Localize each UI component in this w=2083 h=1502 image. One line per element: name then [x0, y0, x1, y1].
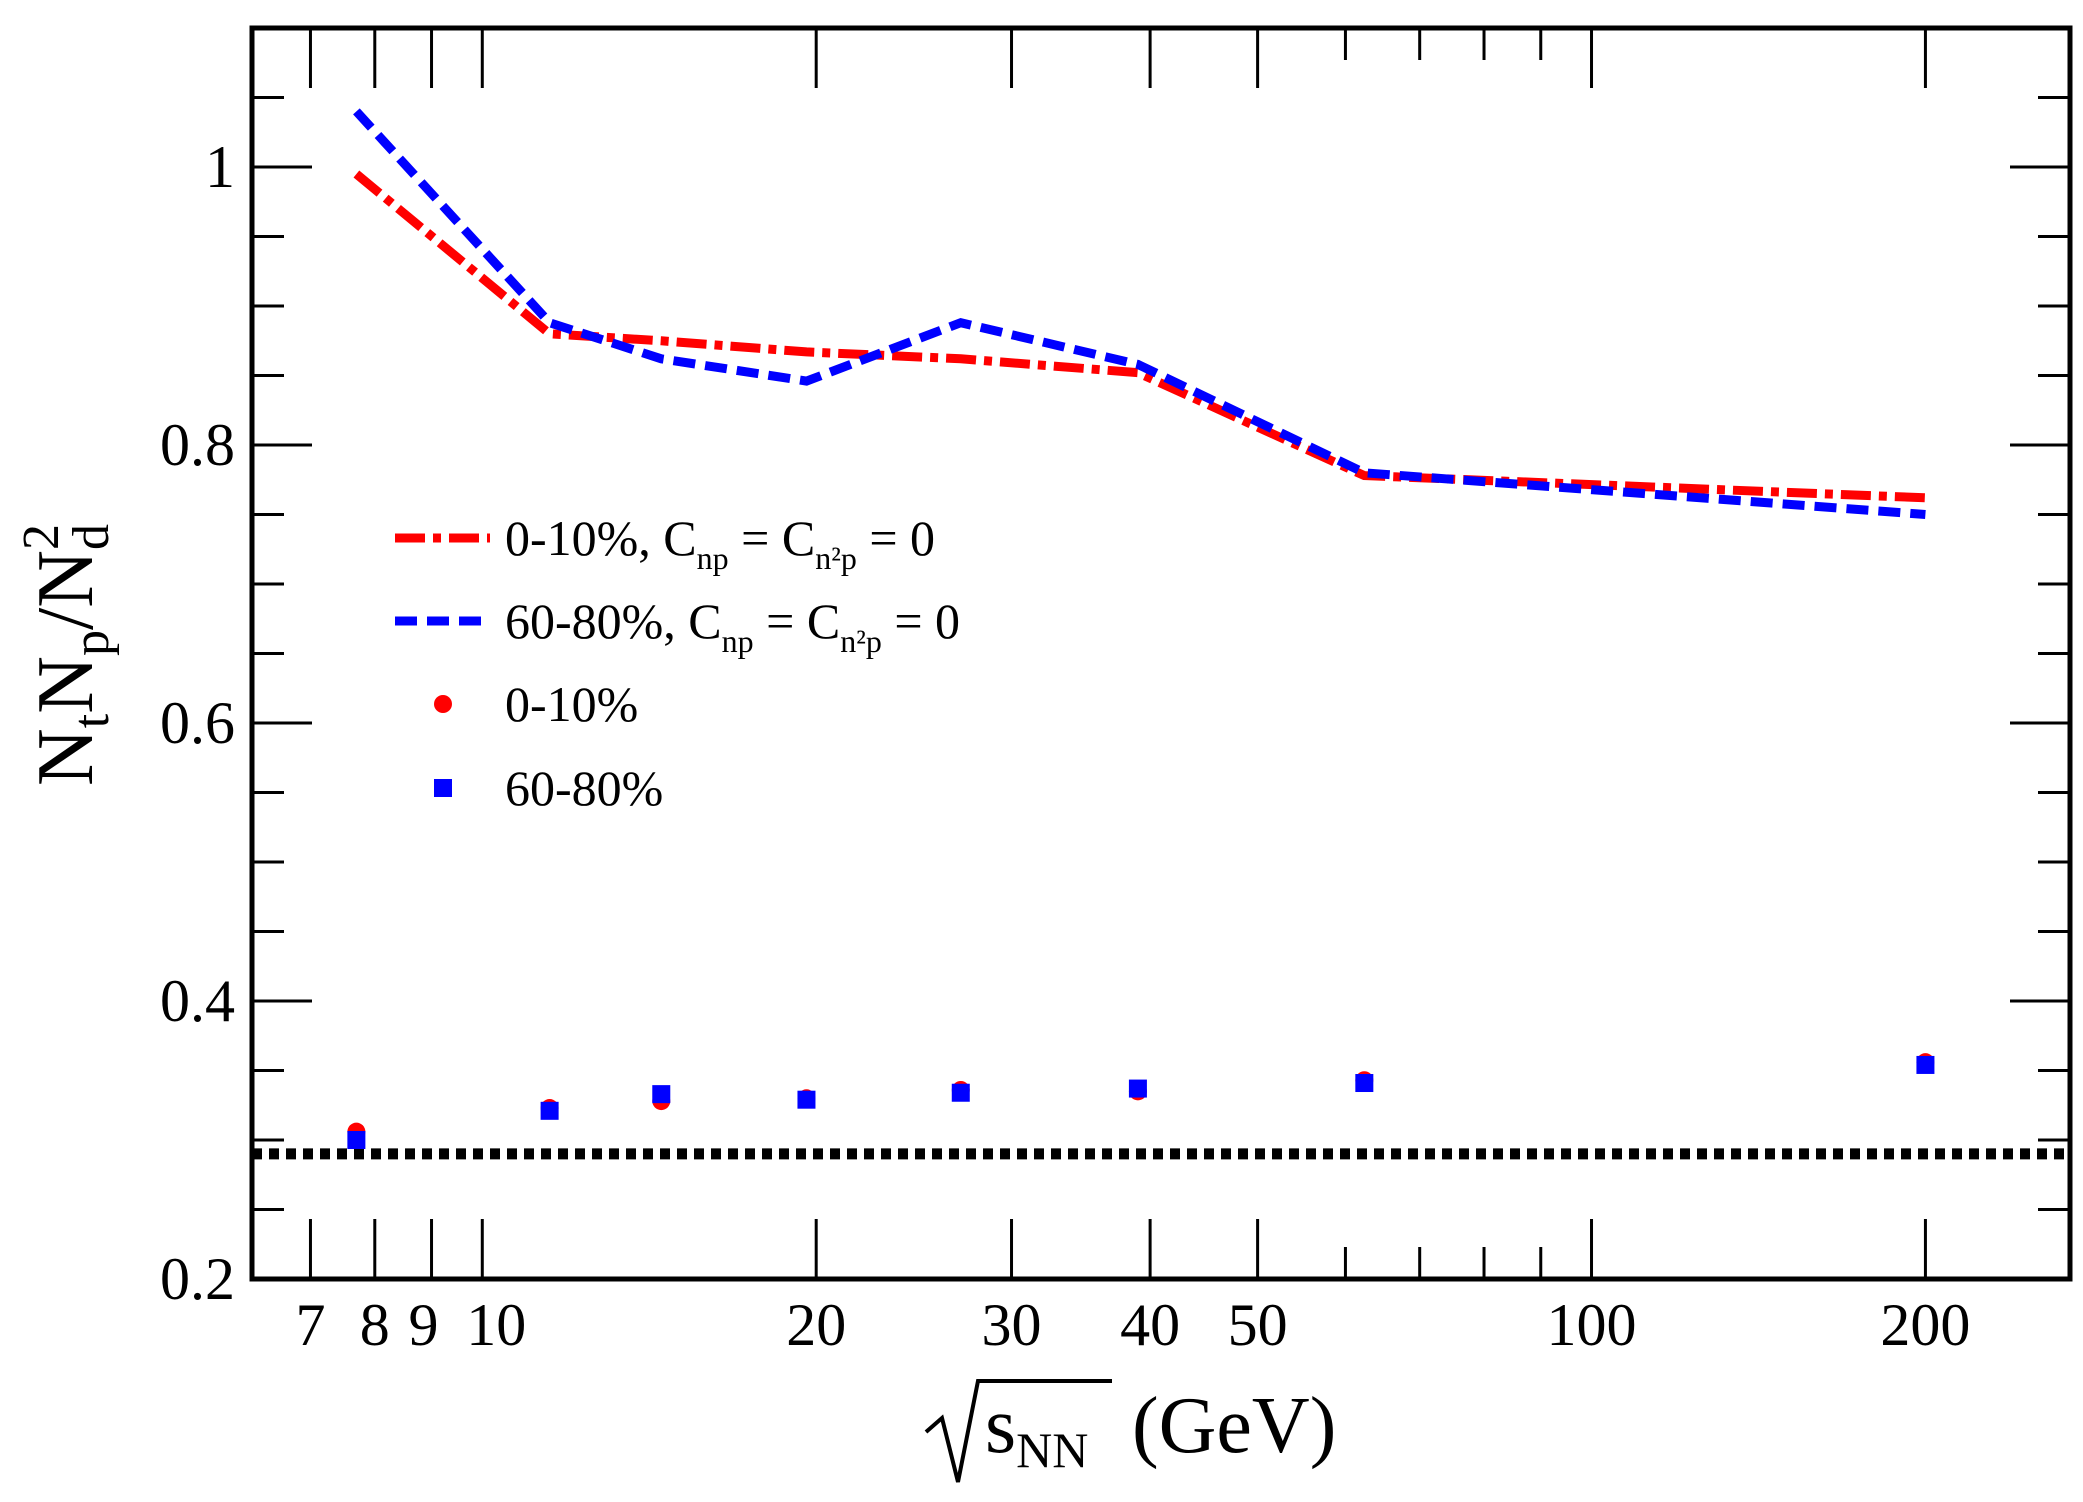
x-tick-label: 50	[1228, 1292, 1288, 1358]
series-group	[353, 108, 1926, 519]
axis-ticks	[252, 26, 2070, 1281]
legend-label-0-a: 0-10%, C	[505, 510, 697, 566]
marker-square	[1128, 1079, 1147, 1098]
y-tick-label: 0.4	[160, 968, 235, 1034]
y-tick-label: 1	[205, 134, 235, 200]
legend-label-0-b-sub: n²p	[815, 540, 857, 576]
marker-square	[652, 1085, 671, 1104]
y-label-n2: N	[22, 656, 110, 714]
legend-label-1-c: = 0	[882, 593, 960, 649]
x-tick-label: 9	[409, 1292, 439, 1358]
x-tick-label: 40	[1120, 1292, 1180, 1358]
legend-swatch-0-10-marker	[434, 695, 452, 713]
y-tick-label: 0.2	[160, 1246, 235, 1312]
legend: 0-10%, Cnp = Cn²p = 0 60-80%, Cnp = Cn²p…	[395, 510, 960, 816]
svg-text:0-10%, Cnp = Cn²p = 0: 0-10%, Cnp = Cn²p = 0	[505, 510, 935, 576]
y-label-slash: /	[22, 607, 110, 630]
y-label-s3: d	[63, 524, 120, 550]
svg-text:60-80%, Cnp = Cn²p = 0: 60-80%, Cnp = Cn²p = 0	[505, 593, 960, 659]
x-tick-label: 200	[1880, 1292, 1970, 1358]
x-tick-label: 7	[295, 1292, 325, 1358]
svg-text:sNN: sNN	[985, 1382, 1088, 1478]
y-tick-label: 0.8	[160, 412, 235, 478]
marker-square	[951, 1083, 970, 1102]
x-tick-label: 30	[982, 1292, 1042, 1358]
legend-label-1-b: = C	[754, 593, 841, 649]
sqrt-symbol	[924, 1379, 1112, 1483]
x-tick-label: 8	[360, 1292, 390, 1358]
legend-label-0-b: = C	[729, 510, 816, 566]
x-axis-label-sub: NN	[1016, 1422, 1088, 1478]
marker-square	[797, 1090, 816, 1109]
x-axis-label-base: s	[985, 1382, 1016, 1470]
legend-label-2: 0-10%	[505, 676, 638, 732]
x-tick-label: 10	[466, 1292, 526, 1358]
marker-square	[1355, 1074, 1374, 1093]
y-label-s2: p	[63, 630, 120, 656]
x-axis-title: sNN (GeV)	[924, 1379, 1336, 1483]
marker-square	[1916, 1055, 1935, 1074]
x-tick-label: 20	[786, 1292, 846, 1358]
x-axis-label-unit: (GeV)	[1132, 1382, 1336, 1470]
marker-square	[540, 1101, 559, 1120]
x-tick-labels: 7 8 9 10 20 30 40 50 100 200	[295, 1292, 1970, 1358]
markers-group	[347, 1053, 1935, 1149]
y-axis-title: NtNp/N2d	[13, 524, 120, 786]
legend-label-1-a: 60-80%, C	[505, 593, 722, 649]
y-tick-labels: 0.2 0.4 0.6 0.8 1	[160, 134, 235, 1312]
legend-label-0-a-sub: np	[697, 540, 729, 576]
y-tick-label: 0.6	[160, 690, 235, 756]
y-label-n1: N	[22, 728, 110, 786]
marker-square	[347, 1131, 366, 1149]
series-line	[353, 108, 1926, 519]
x-tick-label: 100	[1547, 1292, 1637, 1358]
legend-label-0-c: = 0	[857, 510, 935, 566]
legend-label-3: 60-80%	[505, 760, 663, 816]
y-label-s1: t	[63, 713, 120, 728]
y-label-sup3: 2	[13, 524, 70, 550]
y-label-n3: N	[22, 550, 110, 608]
plot-frame	[249, 25, 2073, 1282]
svg-text:NtNp/N2d: NtNp/N2d	[13, 524, 120, 786]
legend-label-1-a-sub: np	[722, 623, 754, 659]
legend-label-1-b-sub: n²p	[840, 623, 882, 659]
legend-swatch-60-80-marker	[434, 779, 452, 797]
